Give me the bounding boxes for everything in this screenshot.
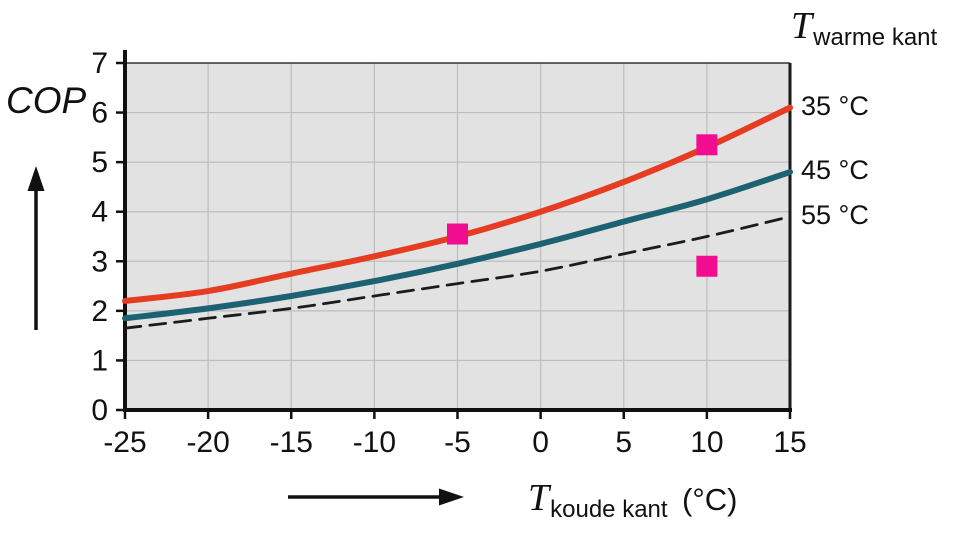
data-point-marker	[696, 255, 718, 277]
y-axis-arrow-icon	[27, 166, 45, 330]
data-point-marker	[696, 134, 718, 156]
x-axis-title-symbol: T	[528, 477, 550, 519]
x-tick-label: -20	[186, 426, 229, 459]
y-tick-label: 3	[91, 245, 108, 278]
y-tick-label: 7	[91, 47, 108, 80]
x-tick-label: -5	[444, 426, 471, 459]
x-axis-title-unit: (°C)	[682, 482, 738, 517]
series-label-55C: 55 °C	[801, 199, 869, 230]
x-axis-title: Tkoude kant (°C)	[528, 476, 738, 523]
series-line-45C	[122, 169, 793, 322]
x-axis-arrow-icon	[288, 488, 464, 506]
y-tick-label: 1	[91, 344, 108, 377]
y-axis-title: COP	[6, 80, 87, 121]
series-line-55C	[123, 215, 792, 330]
y-tick-label: 4	[91, 196, 108, 229]
y-tick-label: 2	[91, 295, 108, 328]
y-tick-label: 6	[91, 97, 108, 130]
x-tick-label: -25	[103, 426, 146, 459]
x-tick-label: 15	[773, 426, 806, 459]
data-point-marker	[447, 223, 468, 245]
series-label-45C: 45 °C	[801, 155, 869, 186]
x-tick-label: 5	[615, 426, 632, 459]
series-label-35C: 35 °C	[801, 90, 869, 121]
legend-title-subscript: warme kant	[813, 24, 938, 51]
y-tick-label: 0	[91, 394, 108, 427]
x-tick-label: 10	[690, 426, 723, 459]
x-axis-title-subscript: koude kant	[550, 496, 668, 523]
x-tick-label: -10	[353, 426, 396, 459]
x-tick-label: 0	[532, 426, 549, 459]
x-tick-label: -15	[270, 426, 313, 459]
y-tick-label: 5	[91, 146, 108, 179]
legend-title: Twarme kant	[791, 4, 938, 51]
legend-title-symbol: T	[791, 5, 813, 47]
